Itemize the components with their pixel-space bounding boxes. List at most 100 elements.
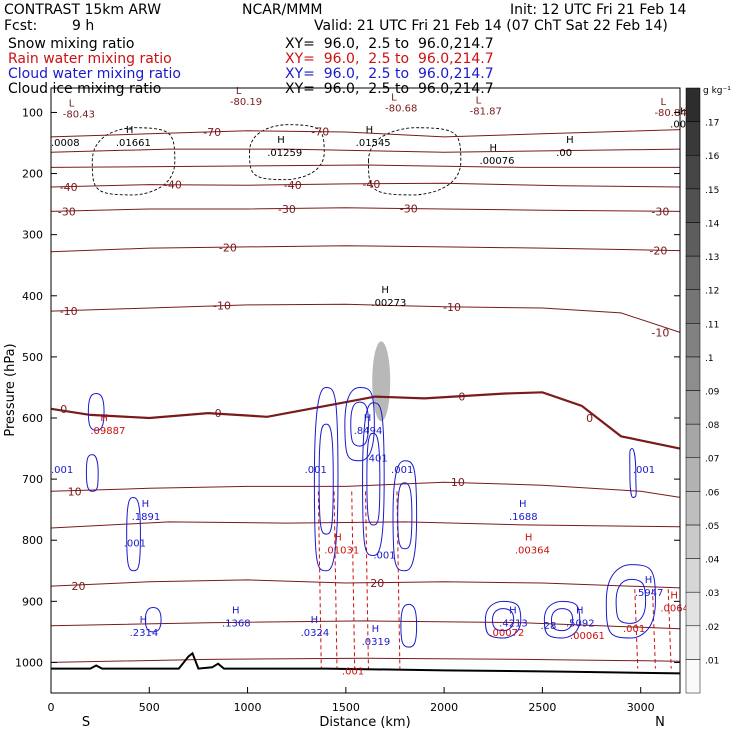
isotherm-line bbox=[50, 129, 681, 138]
x-tick-label: 2000 bbox=[430, 701, 458, 714]
isotherm-line bbox=[50, 148, 681, 153]
y-tick-label: 800 bbox=[22, 534, 43, 547]
plot-frame bbox=[50, 87, 681, 694]
isotherm-line bbox=[50, 579, 681, 589]
y-tick-label: 600 bbox=[22, 412, 43, 425]
maximum-h-marker: H bbox=[100, 413, 108, 424]
maximum-value-label: .1688 bbox=[509, 512, 538, 523]
low-marker: L bbox=[236, 86, 242, 97]
maximum-h-marker: H bbox=[142, 499, 150, 510]
legend-cloud-ice: Cloud ice mixing ratio bbox=[8, 81, 162, 97]
isotherm-label: -70 bbox=[203, 126, 221, 139]
low-marker: L bbox=[391, 92, 397, 103]
maximum-value-label: .09887 bbox=[90, 426, 125, 437]
maximum-value-label: .0008 bbox=[51, 138, 80, 149]
isotherm-label: 0 bbox=[458, 391, 465, 404]
maximum-value-label: .1891 bbox=[132, 512, 161, 523]
y-axis-label: Pressure (hPa) bbox=[3, 343, 18, 436]
cloud-water-contour bbox=[400, 603, 418, 648]
colorbar-label: .01 bbox=[705, 656, 719, 666]
maximum-value-label: .00645 bbox=[660, 603, 695, 614]
legend-rain: Rain water mixing ratio bbox=[8, 51, 172, 67]
south-label: S bbox=[82, 715, 90, 730]
colorbar-bin bbox=[685, 524, 701, 559]
cloud-water-contour bbox=[362, 402, 385, 557]
isotherm-line bbox=[50, 620, 681, 630]
cloud-water-contour bbox=[366, 432, 381, 526]
maximum-value-label: .01259 bbox=[267, 148, 302, 159]
isotherm-label: 20 bbox=[370, 577, 384, 590]
contour-value-label: .001 bbox=[623, 624, 645, 635]
organization: NCAR/MMM bbox=[242, 2, 323, 18]
contour-value-label: .001 bbox=[342, 667, 364, 678]
valid-time: Valid: 21 UTC Fri 21 Feb 14 (07 ChT Sat … bbox=[314, 18, 668, 34]
isotherm-label: -20 bbox=[219, 242, 237, 255]
isotherm-line bbox=[50, 207, 681, 212]
cloud-water-contour bbox=[313, 386, 339, 572]
maximum-value-label: .01545 bbox=[356, 138, 391, 149]
colorbar-bin bbox=[685, 356, 701, 391]
contour-value-label: .001 bbox=[51, 465, 73, 476]
cloud-water-contour bbox=[318, 423, 334, 535]
maximum-h-marker: H bbox=[525, 532, 533, 543]
forecast-hour: 9 h bbox=[72, 18, 95, 34]
low-value-label: -80.43 bbox=[63, 109, 95, 120]
colorbar-label: .16 bbox=[705, 152, 720, 162]
isotherm-line bbox=[50, 303, 681, 333]
x-tick-label: 2500 bbox=[528, 701, 556, 714]
maximum-value-label: .00061 bbox=[570, 631, 605, 642]
maximum-value-label: .1368 bbox=[222, 619, 251, 630]
maximum-h-marker: H bbox=[670, 590, 678, 601]
maximum-h-marker: H bbox=[334, 532, 342, 543]
y-tick-label: 100 bbox=[22, 106, 43, 119]
y-tick-label: 400 bbox=[22, 290, 43, 303]
maximum-value-label: .01031 bbox=[324, 545, 359, 556]
maximum-value-label: .4213 bbox=[499, 619, 528, 630]
isotherm-line bbox=[50, 481, 681, 498]
maximum-h-marker: H bbox=[364, 413, 372, 424]
xy-snow: XY= 96.0, 2.5 to 96.0,214.7 bbox=[285, 36, 494, 52]
y-tick-label: 1000 bbox=[15, 656, 43, 669]
y-tick-label: 700 bbox=[22, 473, 43, 486]
colorbar-bin bbox=[685, 222, 701, 257]
maximum-value-label: .00364 bbox=[515, 545, 550, 556]
colorbar-bin bbox=[685, 625, 701, 660]
maximum-h-marker: H bbox=[566, 135, 574, 146]
maximum-h-marker: H bbox=[232, 606, 240, 617]
maximum-value-label: .00 bbox=[556, 148, 572, 159]
isotherm-line bbox=[50, 391, 681, 450]
contour-value-label: .001 bbox=[305, 465, 327, 476]
isotherm-line bbox=[50, 657, 681, 663]
low-value-label: -80.68 bbox=[385, 103, 417, 114]
forecast-label: Fcst: bbox=[4, 18, 38, 34]
rain-contour bbox=[651, 589, 656, 669]
low-marker: L bbox=[660, 97, 666, 108]
maximum-value-label: .0319 bbox=[362, 637, 391, 648]
low-value-label: -81.87 bbox=[470, 106, 502, 117]
colorbar-label: .05 bbox=[705, 522, 719, 532]
north-label: N bbox=[655, 715, 665, 730]
cloud-water-contour bbox=[484, 600, 522, 639]
colorbar-label: .13 bbox=[705, 253, 719, 263]
maximum-h-marker: H bbox=[680, 106, 688, 117]
maximum-h-marker: H bbox=[277, 135, 285, 146]
cloud-water-contour bbox=[392, 460, 418, 572]
maximum-h-marker: H bbox=[519, 499, 527, 510]
maximum-h-marker: H bbox=[311, 615, 319, 626]
maximum-h-marker: H bbox=[490, 143, 498, 154]
isotherm-label: -30 bbox=[278, 203, 296, 216]
colorbar-bin bbox=[685, 188, 701, 223]
contour-value-label: .001 bbox=[373, 551, 395, 562]
maximum-value-label: .00273 bbox=[371, 298, 406, 309]
low-marker: L bbox=[69, 98, 75, 109]
colorbar-bin bbox=[685, 659, 701, 694]
contour-value-label: .001 bbox=[633, 465, 655, 476]
colorbar-label: .07 bbox=[705, 455, 719, 465]
contour-value-label: .001 bbox=[391, 465, 413, 476]
cloud-water-contour bbox=[629, 448, 637, 498]
maximum-value-label: .401 bbox=[366, 454, 388, 465]
maximum-h-marker: H bbox=[372, 624, 380, 635]
low-value-label: -80.19 bbox=[230, 97, 262, 108]
colorbar-label: .08 bbox=[705, 421, 720, 431]
colorbar-bin bbox=[685, 558, 701, 593]
